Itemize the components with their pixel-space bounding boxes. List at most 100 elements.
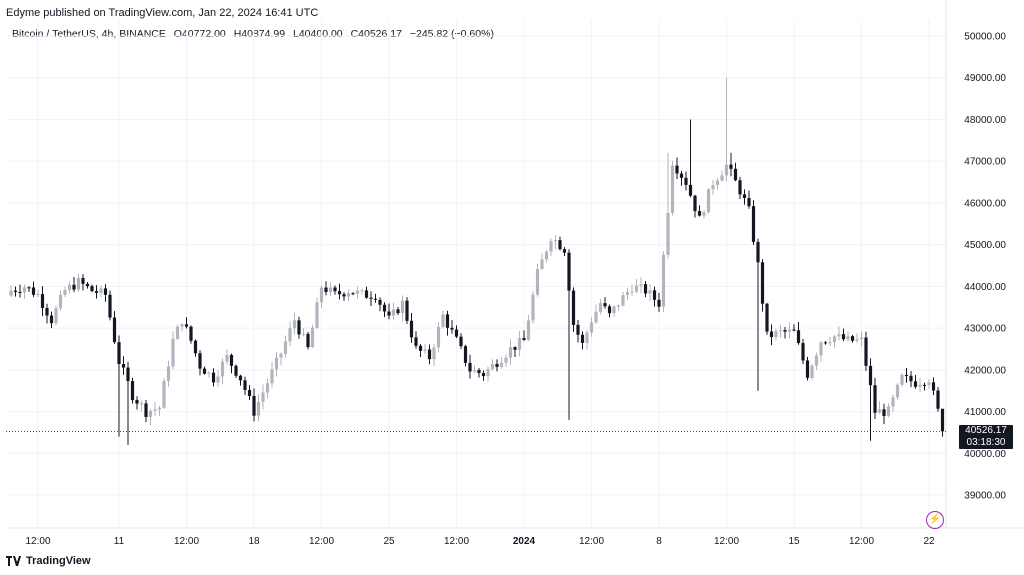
candle-body [697,211,702,216]
symbol-name[interactable]: Bitcoin / TetherUS, 4h, BINANCE [12,28,166,40]
candle-body [517,338,522,350]
candle-body [819,342,823,356]
candle-body [130,381,135,401]
candle-body [715,180,720,186]
candle-body [337,291,342,295]
candle-body [535,268,540,295]
candle-body [873,385,877,413]
candle-body [328,287,333,293]
candle-body [121,363,126,368]
candle-body [868,365,873,386]
x-tick-label: 12:00 [714,536,739,547]
publisher-caption: Edyme published on TradingView.com, Jan … [6,7,319,19]
candle-body [256,401,261,416]
candle-body [373,298,378,300]
candle-body [234,365,238,376]
y-tick-label: 43000.00 [964,324,1006,335]
candle-body [607,306,612,314]
x-tick-label: 12:00 [309,536,334,547]
candle-body [936,390,940,409]
candle-body [643,284,648,294]
candle-body [666,212,670,255]
candle-body [859,337,864,340]
candle-body [679,173,684,178]
y-tick-label: 48000.00 [964,115,1006,126]
candle-body [369,297,373,299]
y-tick-label: 50000.00 [964,32,1006,43]
candle-body [747,198,751,207]
candle-body [909,375,913,382]
candle-body [22,287,27,293]
candle-body [81,278,85,284]
candle-body [27,287,31,289]
y-tick-label: 49000.00 [964,73,1006,84]
candle-body [711,185,715,190]
candle-body [855,339,859,341]
candle-body [724,164,729,176]
x-tick-label: 12:00 [849,536,874,547]
candle-body [139,403,144,405]
last-price-value: 40526.17 [965,425,1007,436]
candle-body [364,290,369,298]
candle-body [180,324,184,327]
candle-body [913,381,918,387]
candle-body [427,349,432,360]
candle-body [108,294,112,318]
candle-body [153,409,157,411]
candle-body [567,252,571,291]
candle-body [778,330,783,332]
candle-body [315,302,319,328]
candle-body [760,262,765,304]
candle-body [918,384,922,387]
x-tick-label: 2024 [513,536,536,547]
candle-body [864,337,868,366]
candle-body [418,345,423,351]
candle-body [292,320,297,329]
candle-body [585,332,589,343]
candle-body [751,206,756,242]
x-tick-label: 18 [248,536,260,547]
candle-body [841,334,846,340]
y-tick-label: 40000.00 [964,449,1006,460]
candle-body [562,249,567,253]
candle-body [400,300,405,314]
bar-countdown: 03:18:30 [966,437,1006,448]
candle-body [175,326,180,339]
candle-body [490,363,495,370]
candle-body [63,290,67,296]
candle-body [9,290,13,296]
candle-body [216,376,220,383]
candle-body [238,375,243,381]
candle-body [265,383,270,393]
candle-body [391,309,396,316]
candle-body [630,291,634,293]
lightning-icon[interactable]: ⚡ [926,511,944,529]
candle-body [486,369,490,377]
candle-body [445,314,450,328]
candle-body [576,324,580,335]
ohlc-high: H40874.99 [233,28,286,40]
candle-body [157,407,162,410]
candle-body [90,286,94,292]
candle-body [45,307,49,316]
candle-body [882,409,886,416]
candle-body [387,311,391,316]
x-tick-label: 11 [114,536,125,547]
candle-body [702,212,706,216]
candle-body [436,326,441,348]
x-tick-label: 12:00 [25,536,50,547]
candle-body [531,294,535,321]
candle-body [598,303,603,312]
candle-body [513,347,517,350]
candle-body [508,347,513,358]
candle-body [895,384,900,398]
candle-body [72,284,76,290]
candle-body [814,355,819,366]
candle-body [414,337,418,346]
candle-body [742,194,747,199]
candle-body [54,308,58,324]
y-tick-label: 45000.00 [964,240,1006,251]
candle-body [733,168,738,181]
candle-body [49,315,54,324]
